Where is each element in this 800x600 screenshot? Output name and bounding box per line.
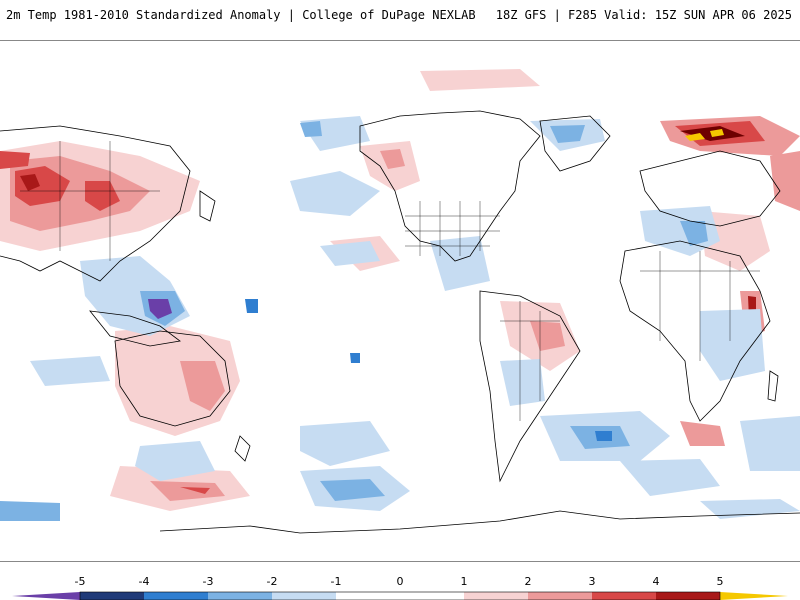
colorbar-tick: 1: [461, 575, 468, 588]
coastline-africa: [619, 240, 771, 422]
coastline-japan: [199, 190, 216, 222]
colorbar-bin-p4: [656, 592, 720, 600]
colorbar-tick: 3: [589, 575, 596, 588]
colorbar-bin-n1: [272, 592, 336, 600]
coastline-antarctica: [159, 510, 800, 534]
colorbar-tick: -2: [267, 575, 278, 588]
coastline-indonesia: [89, 310, 181, 347]
colorbar-tick: -3: [203, 575, 214, 588]
colorbar-tick: 5: [717, 575, 724, 588]
colorbar-tick: 4: [653, 575, 660, 588]
warm-anomaly-asia: [0, 141, 200, 251]
colorbar-bin-p3: [592, 592, 656, 600]
colorbar-bin-p1: [464, 592, 528, 600]
colorbar-bin-p2: [528, 592, 592, 600]
coastline-new-zealand: [234, 435, 251, 462]
colorbar-extend-high: [720, 592, 788, 600]
colorbar-outline: [79, 591, 721, 600]
header-bar: 2m Temp 1981-2010 Standardized Anomaly |…: [0, 0, 800, 40]
map-title: 2m Temp 1981-2010 Standardized Anomaly |…: [6, 8, 476, 22]
warm-anomaly-europe-africa: [660, 116, 800, 446]
colorbar-bin-n3: [144, 592, 208, 600]
colorbar-extend-low: [12, 592, 80, 600]
colorbar: -5 -4 -3 -2 -1 0 1 2 3 4 5: [12, 575, 788, 600]
colorbar-tick: -4: [139, 575, 150, 588]
map-canvas: [0, 41, 800, 561]
coastlines: [0, 110, 800, 534]
cold-anomaly-southern: [0, 356, 800, 521]
colorbar-tick: 0: [397, 575, 404, 588]
colorbar-bin-n4: [80, 592, 144, 600]
coastline-europe: [639, 150, 781, 227]
model-valid-time: 18Z GFS | F285 Valid: 15Z SUN APR 06 202…: [495, 8, 792, 22]
coastline-south-america: [479, 290, 581, 483]
cold-anomaly-north: [300, 116, 765, 406]
anomaly-map: [0, 40, 800, 562]
political-borders: [20, 141, 760, 421]
colorbar-legend: -5 -4 -3 -2 -1 0 1 2 3 4 5: [0, 570, 800, 600]
coastline-asia: [0, 125, 191, 282]
colorbar-tick: -1: [331, 575, 342, 588]
cold-anomaly-pacific: [80, 171, 380, 363]
coastline-madagascar: [767, 370, 779, 402]
coastline-australia: [114, 330, 231, 427]
warm-anomaly-australia: [115, 326, 240, 436]
warm-anomaly-southern: [110, 466, 250, 511]
colorbar-bin-zero: [336, 592, 464, 600]
colorbar-tick: 2: [525, 575, 532, 588]
colorbar-tick: -5: [75, 575, 86, 588]
colorbar-bin-n2: [208, 592, 272, 600]
coastline-greenland: [539, 115, 611, 172]
